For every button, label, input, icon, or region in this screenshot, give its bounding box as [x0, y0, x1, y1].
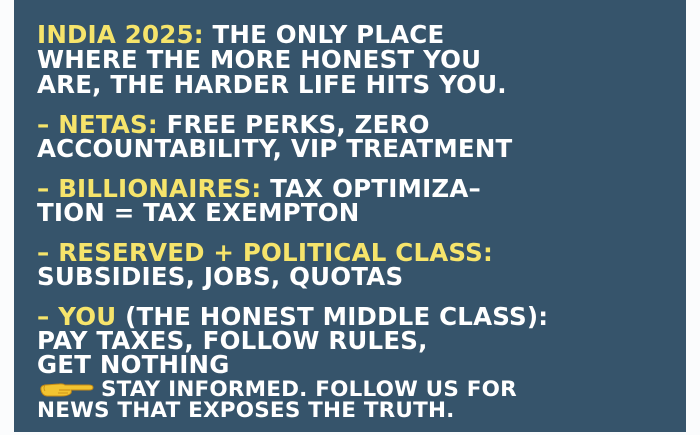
point-you-line-1: – YOU (THE HONEST MIDDLE CLASS): [37, 302, 549, 331]
cta-line-2: NEWS THAT EXPOSES THE TRUTH. [37, 398, 455, 423]
point-you-line-2: PAY TAXES, FOLLOW RULES, [37, 326, 428, 355]
bullet-dash: – [37, 302, 50, 331]
point-you-line-3: GET NOTHING [37, 350, 230, 379]
point-you-text: (THE HONEST MIDDLE CLASS): [125, 302, 549, 331]
point-billionaires-line-1: – BILLIONAIRES: TAX OPTIMIZA– [37, 174, 481, 203]
point-netas-line-1: – NETAS: FREE PERKS, ZERO [37, 110, 430, 139]
point-billionaires-text: TAX OPTIMIZA– [270, 174, 481, 203]
point-netas-label: NETAS: [58, 110, 158, 139]
headline-line-1-text: THE ONLY PLACE [212, 20, 445, 49]
point-netas-line-2: ACCOUNTABILITY, VIP TREATMENT [37, 134, 513, 163]
headline-line-2: WHERE THE MORE HONEST YOU [37, 45, 482, 74]
headline-line-1: INDIA 2025: THE ONLY PLACE [37, 20, 445, 49]
cta-line-1-text: STAY INFORMED. FOLLOW US FOR [101, 377, 517, 402]
point-reserved-line-2: SUBSIDIES, JOBS, QUOTAS [37, 262, 404, 291]
point-billionaires-label: BILLIONAIRES: [58, 174, 262, 203]
bullet-dash: – [37, 238, 50, 267]
post-card [14, 0, 686, 432]
bullet-dash: – [37, 110, 50, 139]
point-reserved-line-1: – RESERVED + POLITICAL CLASS: [37, 238, 494, 267]
point-billionaires-line-2: TION = TAX EXEMPTON [37, 198, 360, 227]
bullet-dash: – [37, 174, 50, 203]
point-reserved-label: RESERVED + POLITICAL CLASS: [58, 238, 494, 267]
point-netas-text: FREE PERKS, ZERO [166, 110, 430, 139]
point-you-label: YOU [58, 302, 117, 331]
pointing-hand-icon [40, 383, 94, 397]
cta-line-1: STAY INFORMED. FOLLOW US FOR [37, 379, 517, 401]
headline-line-3: ARE, THE HARDER LIFE HITS YOU. [37, 70, 507, 99]
headline-highlight: INDIA 2025: [37, 20, 204, 49]
